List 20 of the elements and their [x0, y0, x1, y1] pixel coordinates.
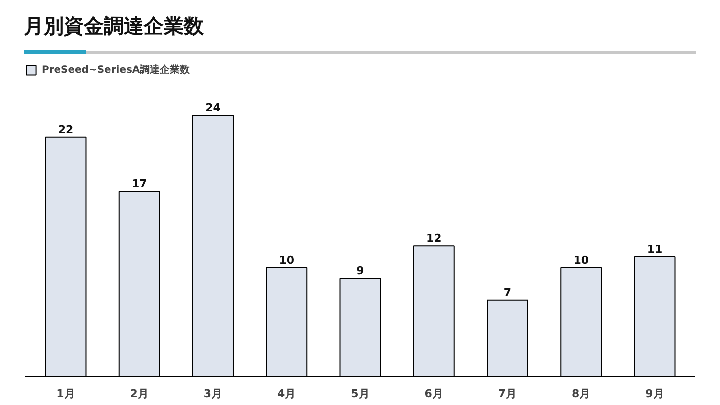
x-tick-label: 1月: [56, 388, 76, 400]
data-label: 11: [647, 242, 663, 256]
x-tick-label: 5月: [351, 388, 370, 400]
data-label: 7: [504, 286, 512, 300]
data-label: 10: [574, 254, 590, 267]
x-tick-label: 6月: [424, 388, 444, 400]
data-label: 24: [206, 102, 222, 115]
x-tick-label: 7月: [498, 388, 518, 400]
x-tick-label: 4月: [278, 388, 296, 400]
data-label: 17: [132, 178, 148, 191]
data-label: 22: [58, 123, 74, 136]
x-tick-label: 3月: [204, 388, 223, 400]
chart-title: 月別資金調達企業数: [23, 13, 205, 40]
x-tick-label: 2月: [130, 388, 149, 400]
x-tick-label: 8月: [572, 388, 591, 400]
data-label: 9: [356, 264, 364, 278]
data-label: 10: [279, 254, 295, 267]
x-tick-label: 9月: [646, 388, 664, 400]
data-label: 12: [426, 232, 442, 246]
legend-label: PreSeed~SeriesA調達企業数: [42, 63, 190, 77]
